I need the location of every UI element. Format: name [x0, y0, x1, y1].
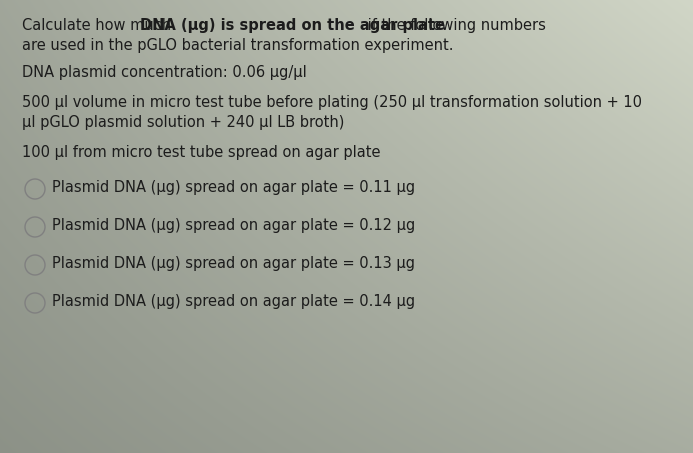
Text: Calculate how much: Calculate how much — [22, 18, 176, 33]
Text: if the following numbers: if the following numbers — [363, 18, 546, 33]
Text: μl pGLO plasmid solution + 240 μl LB broth): μl pGLO plasmid solution + 240 μl LB bro… — [22, 115, 344, 130]
Text: are used in the pGLO bacterial transformation experiment.: are used in the pGLO bacterial transform… — [22, 38, 453, 53]
Text: Plasmid DNA (μg) spread on agar plate = 0.11 μg: Plasmid DNA (μg) spread on agar plate = … — [52, 180, 415, 195]
Text: DNA plasmid concentration: 0.06 μg/μl: DNA plasmid concentration: 0.06 μg/μl — [22, 65, 307, 80]
Text: Plasmid DNA (μg) spread on agar plate = 0.14 μg: Plasmid DNA (μg) spread on agar plate = … — [52, 294, 415, 309]
Text: DNA (μg) is spread on the agar plate: DNA (μg) is spread on the agar plate — [140, 18, 445, 33]
Text: 100 μl from micro test tube spread on agar plate: 100 μl from micro test tube spread on ag… — [22, 145, 380, 160]
Text: Plasmid DNA (μg) spread on agar plate = 0.12 μg: Plasmid DNA (μg) spread on agar plate = … — [52, 218, 415, 233]
Text: Plasmid DNA (μg) spread on agar plate = 0.13 μg: Plasmid DNA (μg) spread on agar plate = … — [52, 256, 415, 271]
Text: 500 μl volume in micro test tube before plating (250 μl transformation solution : 500 μl volume in micro test tube before … — [22, 95, 642, 110]
